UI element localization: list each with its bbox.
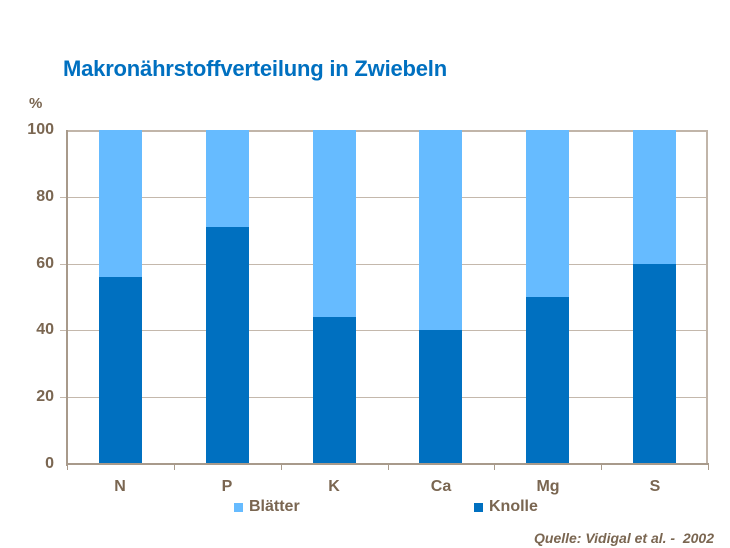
y-axis-line: [66, 130, 68, 466]
bar-segment-knolle: [526, 297, 569, 464]
bar-p: [206, 130, 249, 464]
y-tick-label: 60: [36, 254, 54, 272]
x-tickmark: [388, 464, 389, 470]
bar-segment-blaetter: [526, 130, 569, 297]
gridline: [60, 197, 708, 198]
x-tickmark: [174, 464, 175, 470]
bar-segment-knolle: [633, 263, 676, 464]
legend-label: Knolle: [489, 498, 538, 515]
y-tick-label: 20: [36, 388, 54, 406]
x-tick-label: S: [649, 478, 661, 495]
legend-item-blaetter: Blätter: [234, 498, 300, 516]
bar-segment-knolle: [419, 330, 462, 464]
x-tickmark: [601, 464, 602, 470]
bar-segment-blaetter: [206, 130, 249, 227]
y-axis-unit: %: [29, 95, 43, 112]
gridline: [60, 330, 708, 331]
x-tick-label: P: [221, 478, 233, 495]
y-tick-label: 100: [27, 121, 54, 138]
y-tick-label: 80: [36, 187, 54, 205]
plot-area: [67, 130, 708, 464]
x-tickmark: [494, 464, 495, 470]
legend-label: Blätter: [249, 498, 300, 515]
y-tick-label: 0: [45, 455, 54, 472]
gridline: [60, 397, 708, 398]
legend-swatch-knolle: [474, 502, 483, 512]
bar-ca: [419, 130, 462, 464]
chart-title: Makronährstoffverteilung in Zwiebeln: [63, 56, 447, 81]
bar-segment-blaetter: [633, 130, 676, 264]
bar-segment-knolle: [313, 317, 356, 464]
bar-segment-blaetter: [313, 130, 356, 318]
bar-n: [99, 130, 142, 464]
x-tick-label: K: [328, 478, 340, 495]
bar-mg: [526, 130, 569, 464]
y-tick-label: 40: [36, 321, 54, 339]
x-tickmark: [708, 464, 709, 470]
bar-segment-knolle: [206, 226, 249, 464]
x-tickmark: [281, 464, 282, 470]
bar-s: [633, 130, 676, 464]
bar-segment-knolle: [99, 276, 142, 464]
bar-segment-blaetter: [99, 130, 142, 277]
x-axis-line: [66, 463, 709, 465]
bar-k: [313, 130, 356, 464]
legend-swatch-blaetter: [234, 502, 243, 512]
x-tick-label: Mg: [536, 478, 560, 495]
bar-segment-blaetter: [419, 130, 462, 331]
x-tick-label: Ca: [430, 478, 452, 495]
x-tickmark: [67, 464, 68, 470]
gridline: [60, 264, 708, 265]
legend-item-knolle: Knolle: [474, 498, 538, 516]
source-citation: Quelle: Vidigal et al. - 2002: [534, 530, 714, 546]
x-tick-label: N: [114, 478, 126, 495]
